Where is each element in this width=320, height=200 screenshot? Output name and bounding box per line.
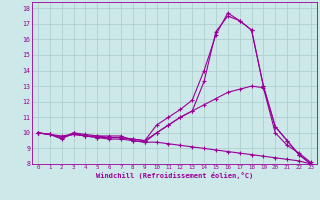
- X-axis label: Windchill (Refroidissement éolien,°C): Windchill (Refroidissement éolien,°C): [96, 172, 253, 179]
